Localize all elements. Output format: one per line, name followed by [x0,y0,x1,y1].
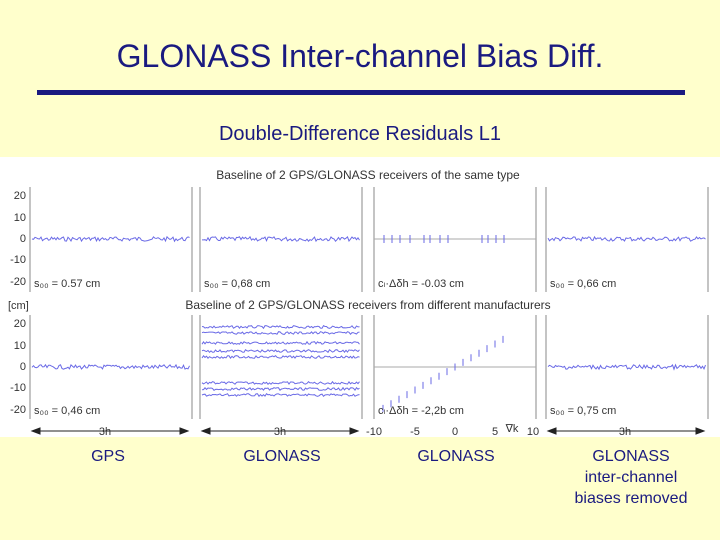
stat-label: s₀₀ = 0,66 cm [550,278,616,290]
top-baseline-heading: Baseline of 2 GPS/GLONASS receivers of t… [216,168,520,182]
stat-label: s₀₀ = 0,68 cm [204,278,270,290]
stat-label: s₀₀ = 0.57 cm [34,278,100,290]
y-tick: 0 [20,233,26,245]
span-label: 3h [99,426,111,437]
residual-trace [201,340,360,345]
residual-trace [202,235,360,243]
slide-title: GLONASS Inter-channel Bias Diff. [116,38,604,74]
residuals-figure: Baseline of 2 GPS/GLONASS receivers of t… [0,157,720,438]
caption-biases-removed: GLONASS inter-channel biases removed [574,448,688,507]
span-labels: 3h 3h 3h [99,426,631,438]
unit-label: [cm] [8,300,29,312]
caption-glonass-k: GLONASS [417,448,495,465]
residual-trace [201,348,360,354]
stat-label: s₀₀ = 0,46 cm [34,405,100,417]
k-axis-label: ∇k [505,423,519,435]
y-tick: 10 [14,340,26,352]
panel-stats: s₀₀ = 0.57 cm s₀₀ = 0,68 cm cₗ·Δδh = -0.… [34,278,616,417]
k-tick: 0 [452,426,458,437]
caption-glonass: GLONASS [243,448,321,465]
arrow-head [30,427,41,435]
residual-trace [547,235,706,242]
y-tick: -20 [10,404,26,416]
residual-trace [201,386,360,391]
residual-trace [31,235,190,243]
residual-trace [547,363,706,371]
arrow-head [546,427,557,435]
title-underline [37,90,685,95]
k-tick: -5 [410,426,420,437]
residual-trace [31,363,190,370]
stat-label: cₗ·Δδh = -0.03 cm [378,278,464,290]
k-tick: 5 [492,426,498,437]
caption-gps: GPS [91,448,125,465]
stat-label: s₀₀ = 0,75 cm [550,405,616,417]
residual-trace [201,331,360,335]
residual-trace [201,392,360,398]
arrow-head [349,427,360,435]
residual-trace [201,325,360,330]
y-tick: -10 [10,382,26,394]
span-label: 3h [274,426,286,437]
y-tick: -10 [10,254,26,266]
y-tick: 20 [14,318,26,330]
arrow-head [179,427,190,435]
time-span-arrows [30,427,706,435]
k-tick: 10 [527,426,539,437]
y-axis-top: 20 10 0 -10 -20 [10,190,26,288]
slide-subtitle: Double-Difference Residuals L1 [218,123,501,145]
y-tick: 20 [14,190,26,202]
stat-label: cₗ·Δδh = -2,2b cm [378,405,464,417]
residual-trace [201,380,360,386]
arrow-head [695,427,706,435]
k-axis: -10 -5 0 5 10 ∇k [366,423,539,438]
mid-baseline-heading: Baseline of 2 GPS/GLONASS receivers from… [185,298,550,312]
residual-trace [201,355,360,359]
span-label: 3h [619,426,631,437]
y-tick: -20 [10,276,26,288]
y-axis-bottom: 20 10 0 -10 -20 [10,318,26,416]
arrow-head [200,427,211,435]
y-tick: 10 [14,212,26,224]
residual-traces [31,235,706,412]
k-tick: -10 [366,426,382,437]
y-tick: 0 [20,361,26,373]
